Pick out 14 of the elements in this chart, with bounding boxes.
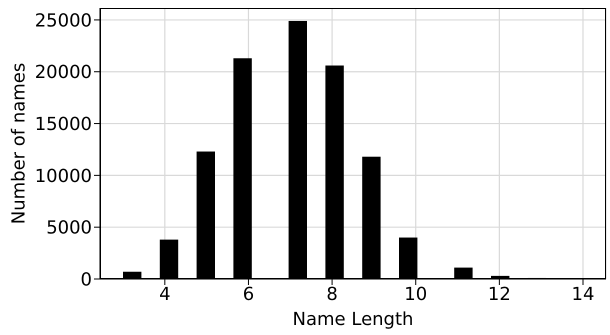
y-tick-label: 25000 xyxy=(34,10,92,32)
y-tick-label: 0 xyxy=(80,269,92,290)
x-tick-label: 8 xyxy=(326,284,338,305)
y-tick-label: 5000 xyxy=(46,218,92,239)
x-tick-label: 4 xyxy=(159,284,171,305)
y-axis-title: Number of names xyxy=(8,62,30,224)
x-tick-label: 10 xyxy=(404,284,428,305)
x-axis-title: Name Length xyxy=(292,309,414,330)
y-tick-label: 10000 xyxy=(34,166,92,187)
y-tick-label: 20000 xyxy=(34,62,92,84)
x-tick-label: 6 xyxy=(242,284,254,305)
x-tick-label: 14 xyxy=(572,284,594,305)
y-tick-label: 15000 xyxy=(34,114,92,135)
x-tick-label: 12 xyxy=(488,284,511,305)
